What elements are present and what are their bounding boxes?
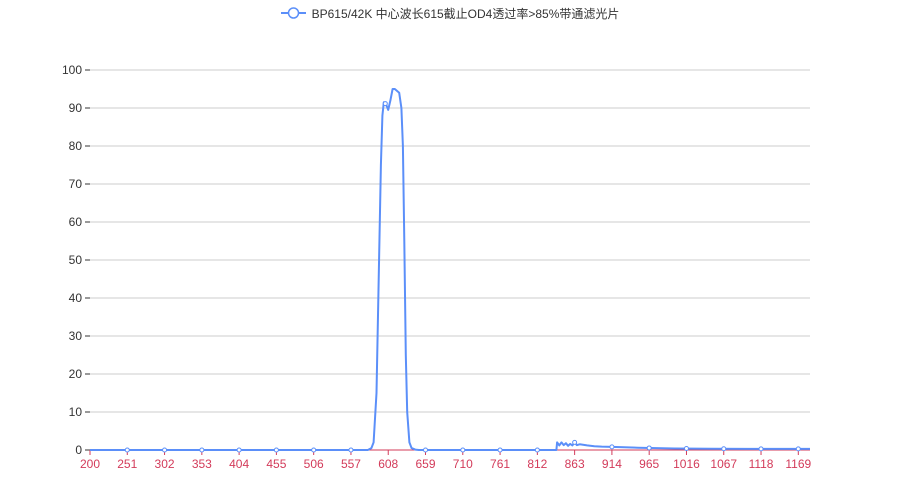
data-point xyxy=(124,447,130,453)
y-tick-label: 30 xyxy=(69,329,83,343)
y-tick-label: 80 xyxy=(69,139,83,153)
data-point xyxy=(162,447,168,453)
x-tick-label: 1016 xyxy=(673,457,700,471)
legend: BP615/42K 中心波长615截止OD4透过率>85%带通滤光片 xyxy=(0,4,900,22)
x-tick-label: 506 xyxy=(304,457,324,471)
x-tick-label: 404 xyxy=(229,457,249,471)
x-tick-label: 710 xyxy=(453,457,473,471)
data-point xyxy=(609,444,615,450)
data-point xyxy=(758,446,764,452)
data-point xyxy=(311,447,317,453)
y-tick-label: 10 xyxy=(69,405,83,419)
x-tick-label: 1169 xyxy=(785,457,811,471)
data-point xyxy=(534,447,540,453)
data-point xyxy=(683,446,689,452)
data-point xyxy=(348,447,354,453)
x-tick-label: 455 xyxy=(266,457,286,471)
data-point xyxy=(721,446,727,452)
x-tick-label: 200 xyxy=(80,457,100,471)
data-point xyxy=(382,101,388,107)
x-tick-label: 965 xyxy=(639,457,659,471)
y-tick-label: 50 xyxy=(69,253,83,267)
x-tick-label: 353 xyxy=(192,457,212,471)
y-tick-label: 20 xyxy=(69,367,83,381)
legend-item[interactable]: BP615/42K 中心波长615截止OD4透过率>85%带通滤光片 xyxy=(280,5,620,22)
x-tick-label: 761 xyxy=(490,457,510,471)
data-point xyxy=(795,446,801,452)
series-line xyxy=(90,88,810,451)
data-point xyxy=(572,439,578,445)
x-tick-label: 914 xyxy=(602,457,622,471)
y-tick-label: 90 xyxy=(69,101,83,115)
y-tick-label: 0 xyxy=(75,443,82,457)
legend-label: BP615/42K 中心波长615截止OD4透过率>85%带通滤光片 xyxy=(311,6,620,21)
x-tick-label: 863 xyxy=(565,457,585,471)
y-tick-label: 100 xyxy=(62,63,82,77)
data-point xyxy=(646,445,652,451)
y-tick-label: 60 xyxy=(69,215,83,229)
x-tick-label: 1118 xyxy=(749,457,774,471)
data-point xyxy=(460,447,466,453)
x-tick-label: 1067 xyxy=(710,457,737,471)
y-tick-label: 70 xyxy=(69,177,83,191)
data-point xyxy=(199,447,205,453)
data-point xyxy=(423,447,429,453)
x-tick-label: 557 xyxy=(341,457,361,471)
x-tick-label: 251 xyxy=(117,457,137,471)
x-tick-label: 608 xyxy=(378,457,398,471)
data-point xyxy=(273,447,279,453)
y-tick-label: 40 xyxy=(69,291,83,305)
x-tick-label: 659 xyxy=(415,457,435,471)
legend-line-circle-icon xyxy=(280,7,306,19)
data-point xyxy=(497,447,503,453)
x-tick-label: 812 xyxy=(527,457,547,471)
data-point xyxy=(236,447,242,453)
x-tick-label: 302 xyxy=(155,457,175,471)
